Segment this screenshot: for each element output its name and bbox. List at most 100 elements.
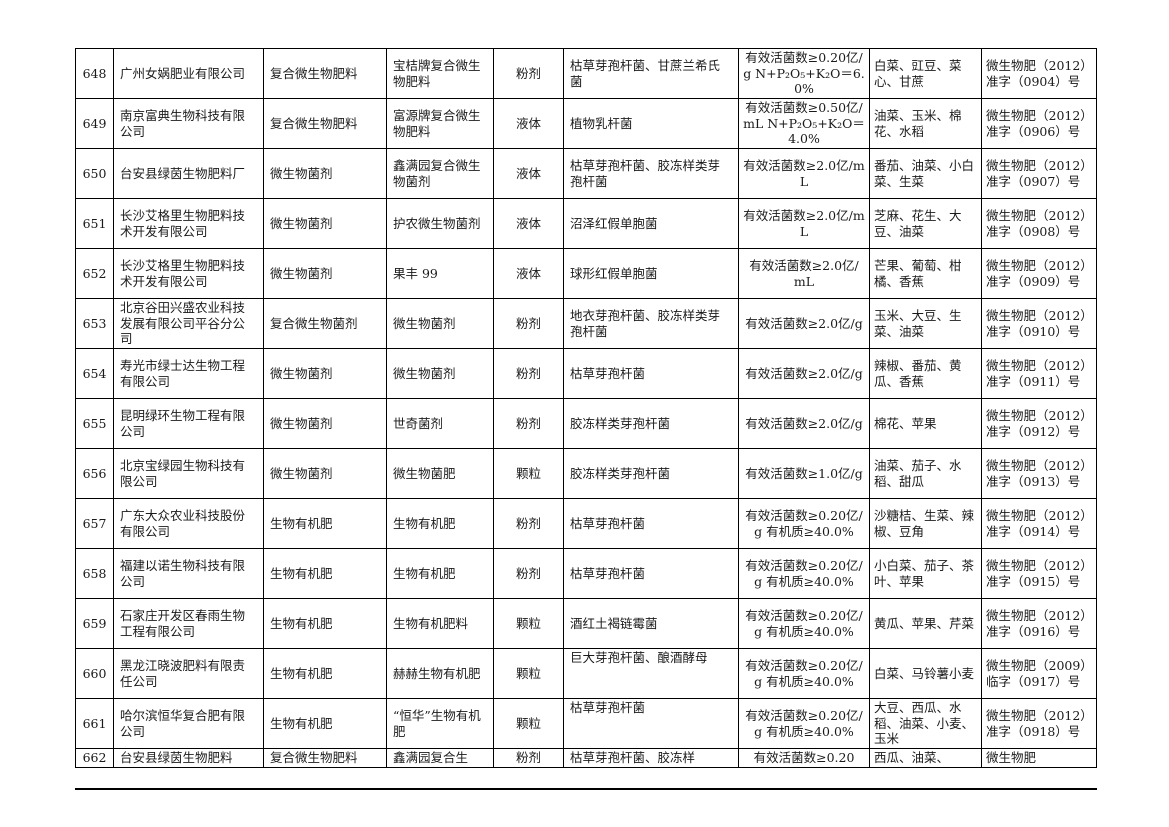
cell-fertilizer-type: 复合微生物肥料 — [263, 748, 387, 768]
cell-applicable-crops: 玉米、大豆、生菜、油菜 — [869, 298, 982, 349]
cell-form: 粉剂 — [493, 48, 564, 99]
table-row: 649 南京富典生物科技有限公司 复合微生物肥料 富源牌复合微生物肥料 液体 植物乳杆菌有… — [75, 98, 1097, 149]
cell-technical-spec: 有效活菌数≥2.0亿/mL — [738, 148, 870, 199]
cell-registration-number: 微生物肥（2012）准字（0912）号 — [981, 398, 1097, 449]
cell-product-name: 赫赫生物有机肥 — [386, 648, 494, 699]
cell-form: 颗粒 — [493, 448, 564, 499]
cell-strain: 胶冻样类芽孢杆菌 — [563, 398, 739, 449]
cell-strain: 球形红假单胞菌 — [563, 248, 739, 299]
cell-technical-spec: 有效活菌数≥0.20亿/g 有机质≥40.0% — [738, 648, 870, 699]
cell-form: 粉剂 — [493, 548, 564, 599]
cell-company: 石家庄开发区春雨生物工程有限公司 — [113, 598, 264, 649]
cell-number: 659 — [75, 598, 114, 649]
table-row: 659 石家庄开发区春雨生物工程有限公司 生物有机肥 生物有机肥料 颗粒 酒红土褐链霉菌有… — [75, 598, 1097, 649]
cell-fertilizer-type: 微生物菌剂 — [263, 348, 387, 399]
cell-registration-number: 微生物肥（2012）准字（0911）号 — [981, 348, 1097, 399]
cell-number: 648 — [75, 48, 114, 99]
cell-registration-number: 微生物肥（2012）准字（0913）号 — [981, 448, 1097, 499]
table-row: 655 昆明绿环生物工程有限公司 微生物菌剂 世奇菌剂 粉剂 胶冻样类芽孢杆菌 有效活菌数≥… — [75, 398, 1097, 449]
cell-form: 粉剂 — [493, 398, 564, 449]
cell-strain: 胶冻样类芽孢杆菌 — [563, 448, 739, 499]
cell-company: 广东大众农业科技股份有限公司 — [113, 498, 264, 549]
cell-product-name: 生物有机肥料 — [386, 598, 494, 649]
cell-number: 655 — [75, 398, 114, 449]
cell-number: 657 — [75, 498, 114, 549]
cell-company: 福建以诺生物科技有限公司 — [113, 548, 264, 599]
cell-number: 649 — [75, 98, 114, 149]
cell-number: 654 — [75, 348, 114, 399]
registration-table-page: 648 广州女娲肥业有限公司 复合微生物肥料 宝桔牌复合微生物肥料 粉剂 枯草芽孢杆菌、甘… — [75, 48, 1097, 790]
cell-strain: 枯草芽孢杆菌 — [563, 348, 739, 399]
cell-product-name: “恒华”生物有机肥 — [386, 698, 494, 749]
cell-registration-number: 微生物肥（2012）准字（0918）号 — [981, 698, 1097, 749]
cell-registration-number: 微生物肥（2012）准字（0904）号 — [981, 48, 1097, 99]
cell-strain: 地衣芽孢杆菌、胶冻样类芽孢杆菌 — [563, 298, 739, 349]
cell-registration-number: 微生物肥（2012）准字（0915）号 — [981, 548, 1097, 599]
cell-applicable-crops: 小白菜、茄子、茶叶、苹果 — [869, 548, 982, 599]
cell-applicable-crops: 番茄、油菜、小白菜、生菜 — [869, 148, 982, 199]
cell-applicable-crops: 油菜、茄子、水稻、甜瓜 — [869, 448, 982, 499]
cell-company: 长沙艾格里生物肥料技术开发有限公司 — [113, 248, 264, 299]
cell-strain: 枯草芽孢杆菌 — [563, 698, 739, 749]
cell-company: 寿光市绿士达生物工程有限公司 — [113, 348, 264, 399]
cell-number: 651 — [75, 198, 114, 249]
cell-fertilizer-type: 生物有机肥 — [263, 648, 387, 699]
cell-product-name: 宝桔牌复合微生物肥料 — [386, 48, 494, 99]
cell-technical-spec: 有效活菌数≥0.20亿/g 有机质≥40.0% — [738, 498, 870, 549]
cell-technical-spec: 有效活菌数≥2.0亿/g — [738, 298, 870, 349]
cell-registration-number: 微生物肥 — [981, 748, 1097, 768]
table-body: 648 广州女娲肥业有限公司 复合微生物肥料 宝桔牌复合微生物肥料 粉剂 枯草芽孢杆菌、甘… — [75, 48, 1097, 768]
cell-form: 液体 — [493, 198, 564, 249]
cell-applicable-crops: 芝麻、花生、大豆、油菜 — [869, 198, 982, 249]
cell-product-name: 世奇菌剂 — [386, 398, 494, 449]
cell-technical-spec: 有效活菌数≥0.20亿/g 有机质≥40.0% — [738, 698, 870, 749]
cell-applicable-crops: 棉花、苹果 — [869, 398, 982, 449]
cell-number: 653 — [75, 298, 114, 349]
cell-company: 南京富典生物科技有限公司 — [113, 98, 264, 149]
cell-fertilizer-type: 微生物菌剂 — [263, 148, 387, 199]
cell-form: 粉剂 — [493, 498, 564, 549]
cell-strain: 枯草芽孢杆菌、甘蔗兰希氏菌 — [563, 48, 739, 99]
cell-form: 液体 — [493, 98, 564, 149]
cell-registration-number: 微生物肥（2012）准字（0910）号 — [981, 298, 1097, 349]
cell-form: 颗粒 — [493, 698, 564, 749]
cell-fertilizer-type: 复合微生物肥料 — [263, 98, 387, 149]
cell-registration-number: 微生物肥（2012）准字（0907）号 — [981, 148, 1097, 199]
cell-registration-number: 微生物肥（2009）临字（0917）号 — [981, 648, 1097, 699]
cell-technical-spec: 有效活菌数≥2.0亿/g — [738, 398, 870, 449]
cell-company: 台安县绿茵生物肥料 — [113, 748, 264, 768]
cell-strain: 巨大芽孢杆菌、酿酒酵母 — [563, 648, 739, 699]
cell-strain: 沼泽红假单胞菌 — [563, 198, 739, 249]
cell-strain: 枯草芽孢杆菌、胶冻样类芽孢杆菌 — [563, 148, 739, 199]
cell-number: 650 — [75, 148, 114, 199]
cell-company: 北京宝绿园生物科技有限公司 — [113, 448, 264, 499]
cell-product-name: 富源牌复合微生物肥料 — [386, 98, 494, 149]
cell-applicable-crops: 芒果、葡萄、柑橘、香蕉 — [869, 248, 982, 299]
cell-fertilizer-type: 微生物菌剂 — [263, 398, 387, 449]
cell-fertilizer-type: 生物有机肥 — [263, 548, 387, 599]
cell-applicable-crops: 黄瓜、苹果、芹菜 — [869, 598, 982, 649]
cell-product-name: 微生物菌剂 — [386, 298, 494, 349]
cell-applicable-crops: 油菜、玉米、棉花、水稻 — [869, 98, 982, 149]
table-row: 662 台安县绿茵生物肥料 复合微生物肥料 鑫满园复合生 粉剂 枯草芽孢杆菌、胶冻样 有效活… — [75, 748, 1097, 768]
cell-technical-spec: 有效活菌数≥0.20亿/g 有机质≥40.0% — [738, 598, 870, 649]
table-row: 654 寿光市绿士达生物工程有限公司 微生物菌剂 微生物菌剂 粉剂 枯草芽孢杆菌 有效活菌数… — [75, 348, 1097, 399]
cell-company: 哈尔滨恒华复合肥有限公司 — [113, 698, 264, 749]
cell-fertilizer-type: 生物有机肥 — [263, 498, 387, 549]
cell-technical-spec: 有效活菌数≥0.20亿/g N+P₂O₅+K₂O＝6.0% — [738, 48, 870, 99]
cell-fertilizer-type: 微生物菌剂 — [263, 248, 387, 299]
cell-strain: 枯草芽孢杆菌、胶冻样 — [563, 748, 739, 768]
cell-applicable-crops: 白菜、豇豆、菜心、甘蔗 — [869, 48, 982, 99]
table-row: 661 哈尔滨恒华复合肥有限公司 生物有机肥 “恒华”生物有机肥 颗粒 枯草芽孢杆菌 有效活… — [75, 698, 1097, 749]
table-row: 652 长沙艾格里生物肥料技术开发有限公司 微生物菌剂 果丰 99 液体 球形红假单胞菌有… — [75, 248, 1097, 299]
cell-number: 652 — [75, 248, 114, 299]
cell-product-name: 鑫满园复合生 — [386, 748, 494, 768]
cell-technical-spec: 有效活菌数≥2.0亿/ mL — [738, 248, 870, 299]
cell-product-name: 生物有机肥 — [386, 498, 494, 549]
cell-company: 黑龙江晓波肥料有限责任公司 — [113, 648, 264, 699]
cell-company: 广州女娲肥业有限公司 — [113, 48, 264, 99]
cell-product-name: 鑫满园复合微生物菌剂 — [386, 148, 494, 199]
cell-applicable-crops: 沙糖桔、生菜、辣椒、豆角 — [869, 498, 982, 549]
table-row: 650 台安县绿茵生物肥料厂 微生物菌剂 鑫满园复合微生物菌剂 液体 枯草芽孢杆菌、胶冻样… — [75, 148, 1097, 199]
cell-registration-number: 微生物肥（2012）准字（0909）号 — [981, 248, 1097, 299]
